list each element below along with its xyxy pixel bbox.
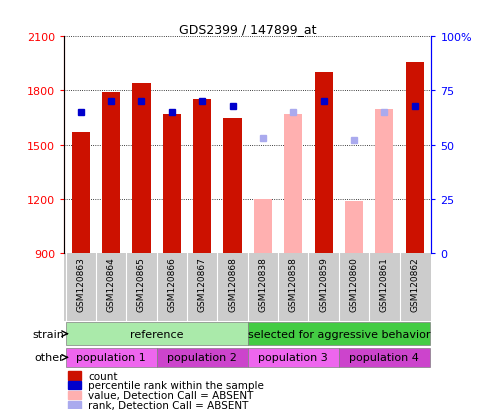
Text: population 2: population 2: [167, 353, 237, 363]
Text: reference: reference: [130, 329, 183, 339]
Bar: [157, 348, 247, 367]
Text: GSM120860: GSM120860: [350, 257, 358, 311]
Bar: [254, 199, 272, 254]
Text: GSM120862: GSM120862: [410, 257, 419, 311]
Bar: [247, 348, 339, 367]
Bar: [68, 391, 81, 399]
Text: strain: strain: [32, 329, 64, 339]
Bar: [133, 84, 150, 254]
Text: GSM120866: GSM120866: [167, 257, 176, 311]
Bar: [406, 62, 424, 254]
Text: population 1: population 1: [76, 353, 146, 363]
Text: GSM120859: GSM120859: [319, 257, 328, 311]
Bar: [68, 381, 81, 389]
Text: GSM120858: GSM120858: [289, 257, 298, 311]
Bar: [375, 109, 393, 254]
Bar: [247, 322, 430, 345]
Text: population 3: population 3: [258, 353, 328, 363]
Bar: [193, 100, 211, 254]
Bar: [66, 348, 157, 367]
Bar: [284, 115, 302, 254]
Bar: [71, 133, 90, 254]
Title: GDS2399 / 147899_at: GDS2399 / 147899_at: [179, 23, 317, 36]
Bar: [339, 348, 430, 367]
Bar: [345, 201, 363, 254]
Text: percentile rank within the sample: percentile rank within the sample: [88, 380, 264, 390]
Text: GSM120861: GSM120861: [380, 257, 389, 311]
Text: population 4: population 4: [350, 353, 419, 363]
Bar: [223, 119, 242, 254]
Text: count: count: [88, 370, 117, 381]
Text: selected for aggressive behavior: selected for aggressive behavior: [247, 329, 430, 339]
Bar: [66, 322, 247, 345]
Text: rank, Detection Call = ABSENT: rank, Detection Call = ABSENT: [88, 400, 248, 410]
Bar: [315, 73, 333, 254]
Bar: [68, 401, 81, 409]
Text: GSM120865: GSM120865: [137, 257, 146, 311]
Bar: [68, 372, 81, 380]
Text: GSM120868: GSM120868: [228, 257, 237, 311]
Text: value, Detection Call = ABSENT: value, Detection Call = ABSENT: [88, 390, 253, 400]
Text: GSM120863: GSM120863: [76, 257, 85, 311]
Bar: [163, 115, 181, 254]
Text: GSM120867: GSM120867: [198, 257, 207, 311]
Bar: [102, 93, 120, 254]
Text: GSM120864: GSM120864: [106, 257, 116, 311]
Text: other: other: [35, 353, 64, 363]
Text: GSM120838: GSM120838: [258, 257, 267, 311]
